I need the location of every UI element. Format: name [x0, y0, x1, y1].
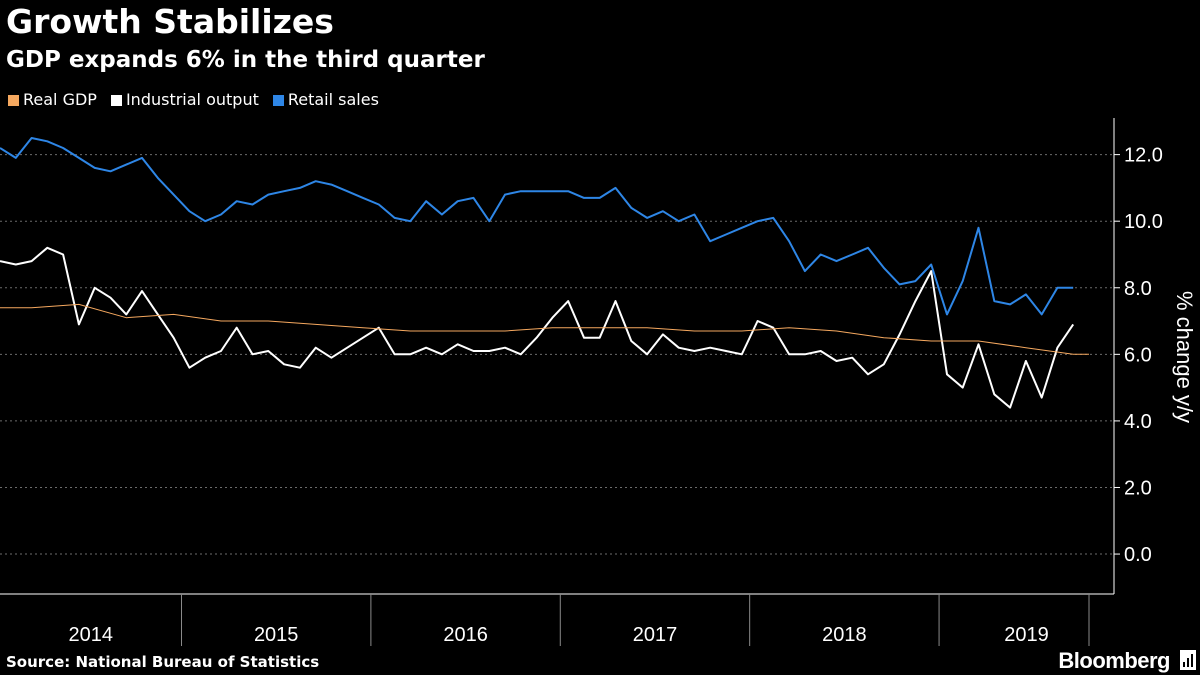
y-tick-label: 12.0: [1124, 145, 1163, 167]
y-tick-label: 6.0: [1124, 344, 1152, 366]
legend-label-real-gdp: Real GDP: [23, 90, 97, 109]
industrial-output-line: [0, 246, 1075, 409]
legend-item-industrial-output: Industrial output: [110, 90, 259, 110]
legend-label-retail-sales: Retail sales: [287, 90, 379, 109]
legend-swatch-industrial-output: [110, 94, 122, 106]
source-note: Source: National Bureau of Statistics: [6, 653, 320, 671]
x-tick-label: 2019: [1004, 624, 1049, 646]
legend: Real GDP Industrial output Retail sales: [8, 90, 393, 110]
legend-swatch-real-gdp: [8, 94, 19, 106]
chart-subtitle: GDP expands 6% in the third quarter: [6, 47, 485, 73]
bloomberg-logo: Bloomberg: [1058, 648, 1170, 673]
chart-title: Growth Stabilizes: [6, 2, 334, 41]
y-tick-label: 2.0: [1124, 477, 1152, 499]
legend-item-retail-sales: Retail sales: [272, 90, 379, 110]
x-tick-label: 2014: [69, 624, 114, 646]
y-tick-label: 10.0: [1124, 211, 1163, 233]
x-tick-label: 2017: [633, 624, 678, 646]
real-gdp-line: [0, 303, 1089, 355]
x-tick-label: 2016: [443, 624, 488, 646]
retail-sales-line: [0, 137, 1074, 316]
y-tick-label: 8.0: [1124, 278, 1152, 300]
x-tick-label: 2018: [822, 624, 867, 646]
y-axis-label: % change y/y: [1172, 290, 1197, 424]
terminal-icon: [1180, 650, 1196, 670]
y-tick-label: 0.0: [1124, 544, 1152, 566]
legend-swatch-retail-sales: [272, 94, 284, 106]
legend-label-industrial-output: Industrial output: [125, 90, 259, 109]
x-tick-label: 2015: [254, 624, 299, 646]
y-tick-label: 4.0: [1124, 411, 1152, 433]
legend-item-real-gdp: Real GDP: [8, 90, 97, 110]
